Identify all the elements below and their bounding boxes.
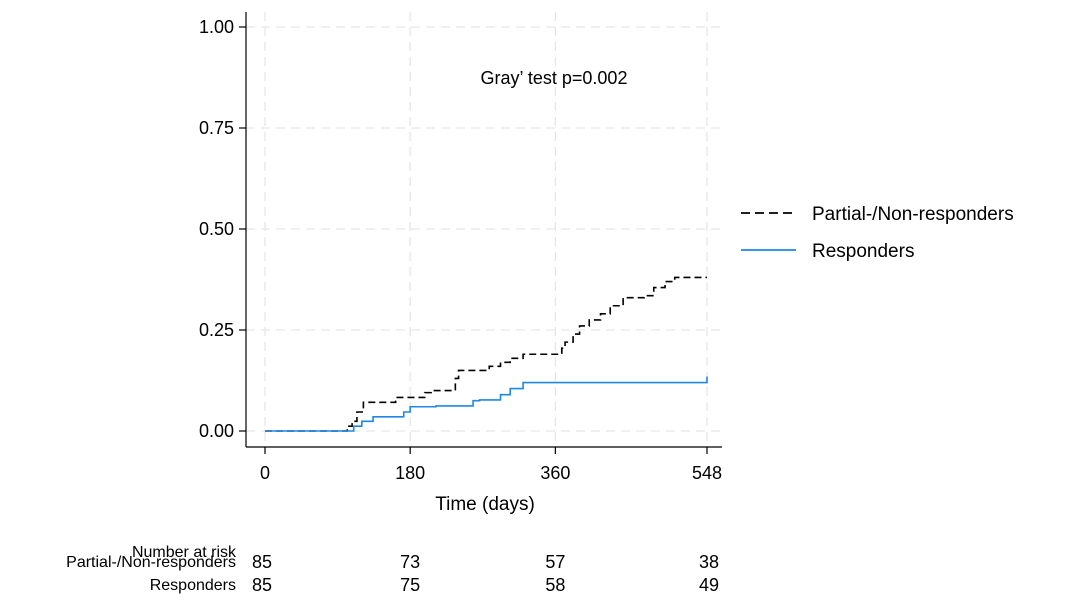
legend-label-1: Responders [812,241,914,262]
x-tick-label-0: 0 [260,463,270,483]
risk-value-1-0: 85 [252,575,272,595]
risk-value-0-3: 38 [699,552,719,572]
y-tick-label-1: 0.25 [199,320,234,340]
y-tick-label-0: 0.00 [199,421,234,441]
risk-table-title: Number at risk [132,544,237,561]
risk-value-0-1: 73 [400,552,420,572]
axes: 0.00 0.25 0.50 0.75 1.00 0 180 360 548 [199,12,722,483]
risk-value-1-1: 75 [400,575,420,595]
risk-value-1-2: 58 [545,575,565,595]
risk-value-0-2: 57 [545,552,565,572]
grid-lines [246,12,722,447]
y-tick-label-4: 1.00 [199,17,234,37]
series-line-0 [265,276,707,432]
risk-value-0-0: 85 [252,552,272,572]
series-line-1 [265,376,708,432]
legend: Partial-/Non-responders Responders [741,204,1014,262]
y-tick-label-2: 0.50 [199,219,234,239]
risk-group-label-0: Partial-/Non-responders [66,554,236,571]
risk-table: Number at risk Partial-/Non-responders 85… [66,544,719,595]
x-tick-label-1: 180 [395,463,425,483]
gray-test-annotation: Gray’ test p=0.002 [481,68,628,88]
series-lines [265,276,708,432]
risk-group-label-1: Responders [150,577,236,594]
risk-value-1-3: 49 [699,575,719,595]
y-tick-label-3: 0.75 [199,118,234,138]
legend-label-0: Partial-/Non-responders [812,204,1014,225]
x-tick-label-3: 548 [692,463,722,483]
x-tick-label-2: 360 [540,463,570,483]
x-axis-title: Time (days) [435,494,535,515]
